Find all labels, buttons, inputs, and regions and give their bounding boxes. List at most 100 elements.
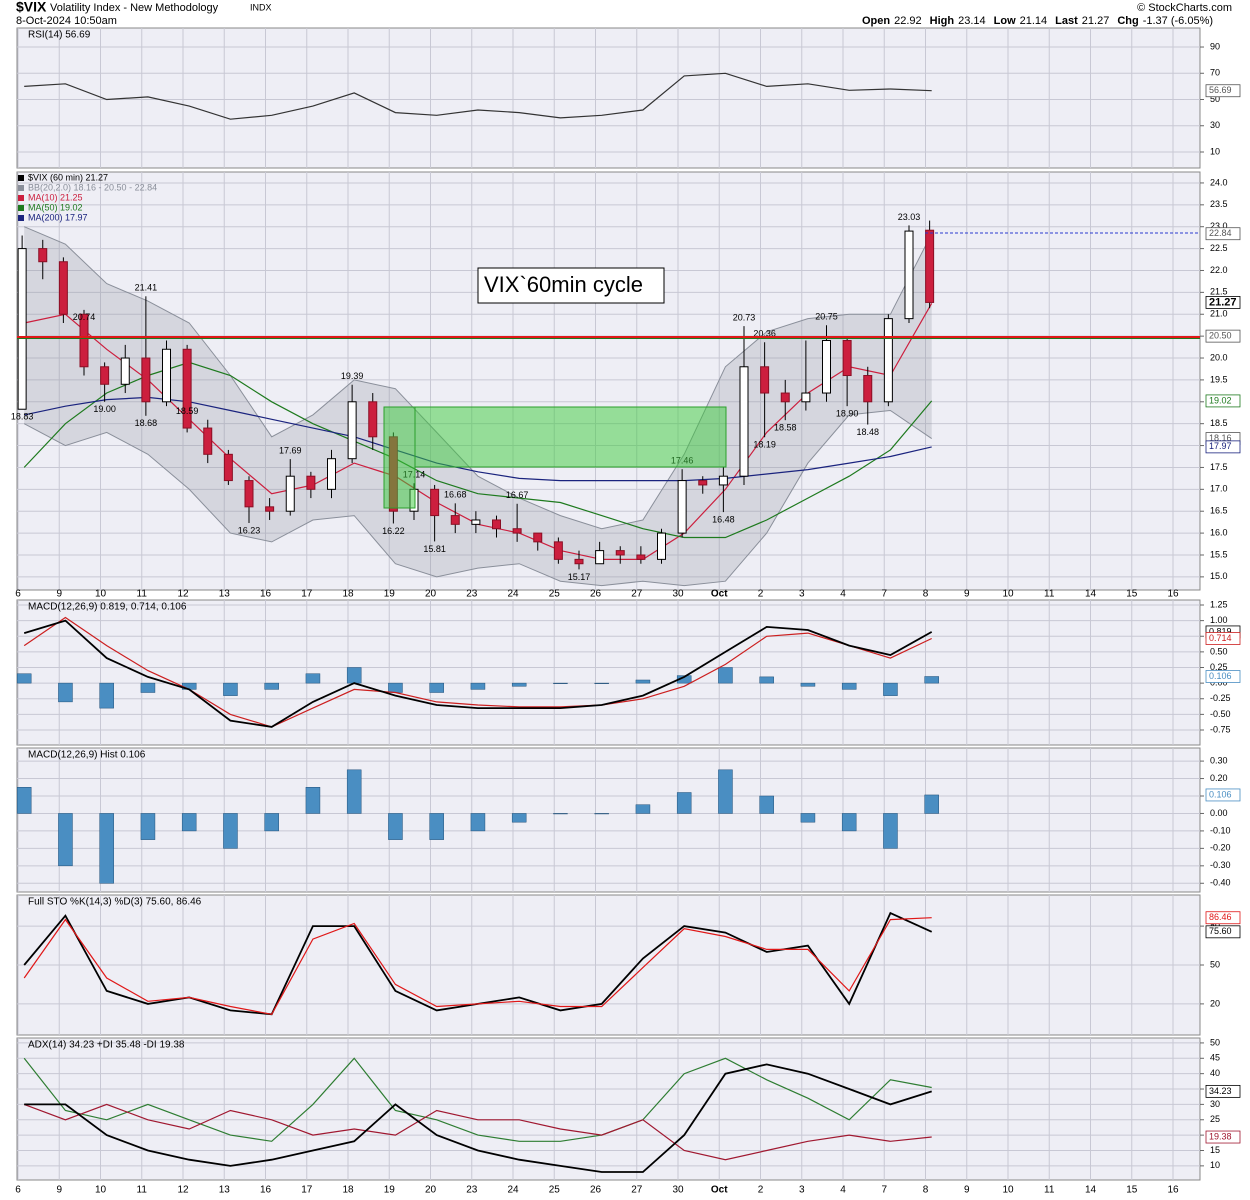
- bar: [223, 682, 238, 696]
- price-label: 18.58: [774, 423, 797, 433]
- bar: [718, 667, 733, 684]
- y-tick-label: 50: [1210, 94, 1220, 104]
- last-value-label: 0.714: [1209, 633, 1232, 643]
- plot-area: [16, 599, 1201, 746]
- x-tick-label: 14: [1085, 589, 1097, 600]
- bar: [16, 673, 32, 684]
- candle-body: [863, 375, 873, 403]
- legend-swatch: [18, 205, 24, 211]
- x-tick-label: 24: [507, 589, 519, 600]
- x-tick-label: 11: [137, 1185, 148, 1196]
- line: [24, 72, 932, 120]
- bar: [140, 813, 156, 840]
- y-tick-label: 15.0: [1210, 571, 1228, 581]
- quote-value: 23.14: [958, 15, 986, 27]
- price-label: 16.22: [382, 526, 405, 536]
- candle-body: [883, 318, 893, 403]
- x-tick-label: 6: [15, 589, 21, 600]
- x-tick-label: 16: [260, 589, 272, 600]
- y-tick-label: 22.5: [1210, 243, 1228, 253]
- y-tick-label: 70: [1210, 68, 1220, 78]
- y-tick-label: 22.0: [1210, 265, 1228, 275]
- last-value-box: [1205, 788, 1241, 802]
- bar: [553, 682, 568, 684]
- candle-body: [306, 475, 316, 490]
- y-tick-label: 50: [1210, 959, 1220, 969]
- x-tick-label: 15: [1126, 1185, 1138, 1196]
- last-value-label: 22.84: [1209, 228, 1232, 238]
- last-value-label: 0.106: [1209, 789, 1232, 799]
- quote-value: 21.27: [1082, 15, 1110, 27]
- y-tick-label: 10: [1210, 146, 1220, 156]
- y-tick-label: -0.30: [1210, 860, 1231, 870]
- bar: [346, 769, 362, 814]
- candle-body: [182, 348, 192, 429]
- bar: [223, 813, 238, 849]
- y-tick-label: 90: [1210, 41, 1220, 51]
- bar: [800, 682, 816, 687]
- candle-body: [368, 401, 378, 438]
- bar: [305, 787, 321, 814]
- bar: [594, 813, 609, 815]
- bar: [181, 813, 197, 832]
- price-label: 18.59: [176, 406, 199, 416]
- x-tick-label: 18: [342, 589, 354, 600]
- candle-body: [801, 392, 811, 403]
- x-tick-label: 3: [799, 589, 805, 600]
- legend-swatch: [18, 215, 24, 221]
- candle-body: [430, 488, 440, 517]
- x-tick-label: 25: [549, 1185, 561, 1196]
- x-tick-label: 19: [384, 589, 396, 600]
- y-tick-label: 15: [1210, 1145, 1220, 1155]
- overlay: RSI(14) 56.69 56.69 $VIX (60 min) 21.27BB(…: [15, 30, 1241, 1196]
- candle-body: [657, 532, 666, 560]
- bar: [841, 682, 857, 690]
- price-label: 18.90: [836, 409, 859, 419]
- x-tick-label: 9: [56, 589, 62, 600]
- y-tick-label: 1.00: [1210, 615, 1228, 625]
- last-value-label: 34.23: [1209, 1086, 1232, 1096]
- candle-body: [492, 519, 501, 530]
- quote-value: -1.37 (-6.05%): [1143, 15, 1213, 27]
- bar: [470, 682, 486, 690]
- bar: [429, 682, 444, 693]
- price-label: 20.75: [815, 312, 838, 322]
- legend-swatch: [18, 175, 24, 181]
- y-tick-label: 20: [1210, 998, 1220, 1008]
- price-label: 20.36: [753, 329, 776, 339]
- price-label: 15.81: [423, 544, 446, 554]
- quote-key: Open: [862, 15, 890, 27]
- y-tick-label: 0.30: [1210, 755, 1228, 765]
- bar: [718, 769, 733, 814]
- zone: [414, 406, 727, 468]
- x-tick-label: Oct: [711, 1185, 728, 1196]
- candle-body: [58, 261, 68, 315]
- candle-body: [285, 475, 295, 512]
- last-value-label: 19.38: [1209, 1131, 1232, 1141]
- plot-area: [16, 1037, 1201, 1181]
- annotation: VIX`60min cycle: [484, 272, 643, 297]
- x-tick-label: 19: [384, 1185, 396, 1196]
- candle-body: [450, 515, 460, 525]
- x-tick-label: Oct: [711, 589, 728, 600]
- price-label: 16.67: [506, 490, 529, 500]
- candle-body: [265, 506, 275, 512]
- candle-body: [636, 554, 646, 560]
- y-tick-label: -0.10: [1210, 825, 1231, 835]
- candle-body: [698, 480, 708, 486]
- last-value-label: 20.50: [1209, 331, 1232, 341]
- candle-body: [471, 519, 481, 525]
- x-tick-label: 10: [1002, 1185, 1014, 1196]
- plot-area: [16, 747, 1201, 893]
- x-tick-label: 20: [425, 1185, 437, 1196]
- candle-body: [141, 357, 151, 403]
- x-tick-label: 11: [1044, 589, 1055, 600]
- bar: [924, 676, 939, 684]
- bar: [346, 667, 362, 684]
- last-value-label: 56.69: [1209, 85, 1232, 95]
- legend-label: MA(10) 21.25: [28, 192, 83, 202]
- last-value-label: 0.819: [1209, 626, 1232, 636]
- y-tick-label: 16.0: [1210, 527, 1228, 537]
- last-value-box: [1205, 1130, 1241, 1144]
- price-label: 17.69: [279, 446, 302, 456]
